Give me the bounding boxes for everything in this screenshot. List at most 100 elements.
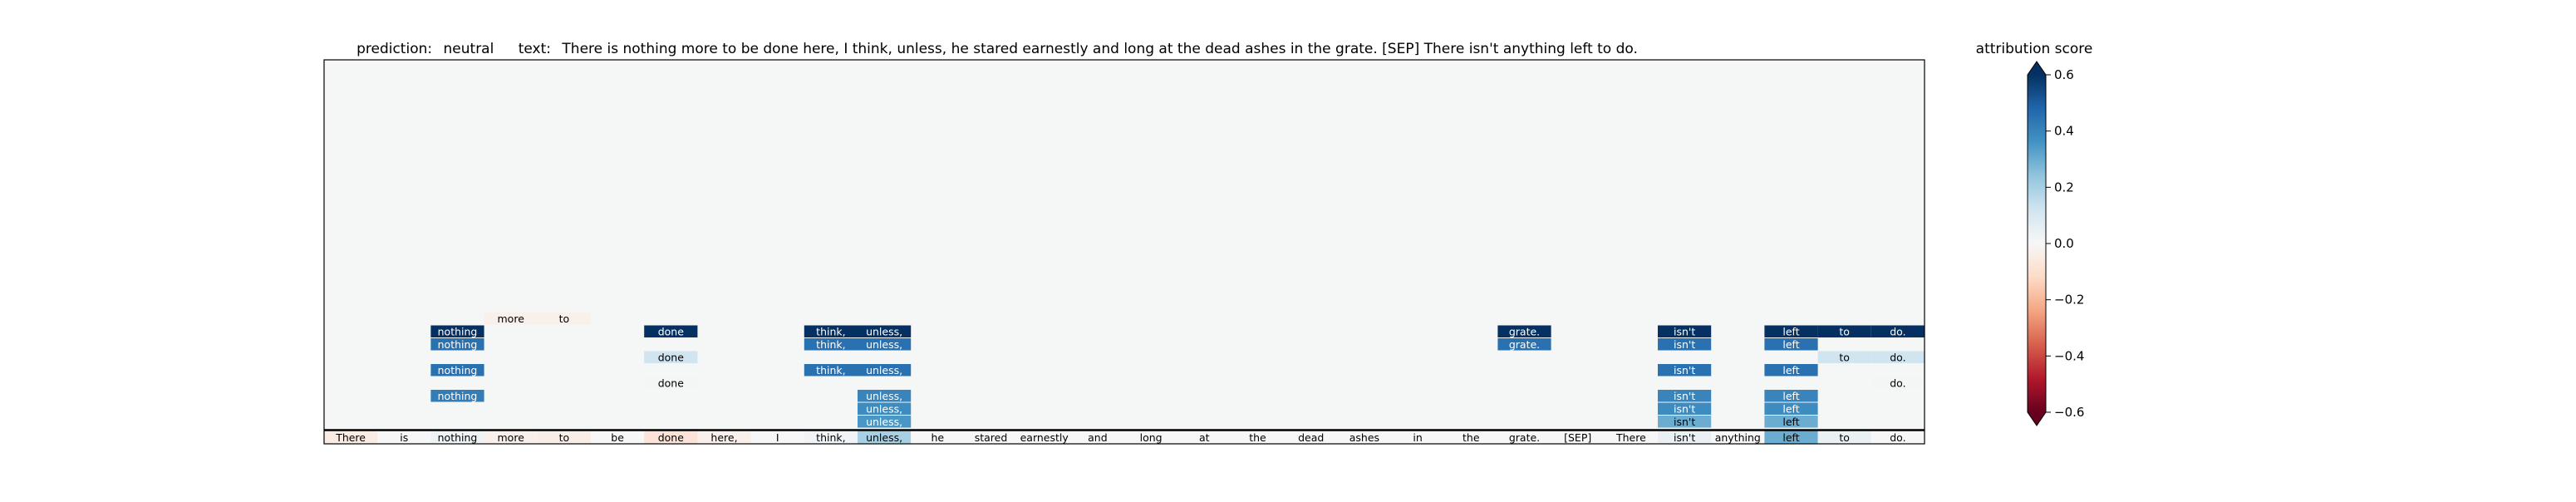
base-token-cell — [1658, 431, 1712, 444]
base-token-cell — [644, 431, 698, 444]
base-token-cell — [1711, 431, 1765, 444]
colorbar-tick-label: 0.2 — [2054, 180, 2074, 194]
colorbar-tick-label: 0.6 — [2054, 67, 2074, 82]
layer-token-cell — [1871, 351, 1925, 363]
layer-token-label: done — [658, 376, 685, 389]
base-token-label: to — [1839, 431, 1850, 444]
base-token-cell — [697, 431, 751, 444]
colorbar-gradient — [2028, 75, 2046, 412]
layer-token-cell — [430, 338, 484, 351]
base-token-label: do. — [1890, 431, 1905, 444]
colorbar-tick-label: −0.4 — [2054, 348, 2084, 363]
layer-token-label: grate. — [1509, 325, 1540, 337]
layer-token-cell — [430, 325, 484, 337]
layer-token-label: left — [1782, 416, 1799, 428]
base-token-cell — [1551, 431, 1605, 444]
layer-token-cell — [644, 325, 698, 337]
base-token-cell — [324, 431, 378, 444]
layer-token-label: to — [559, 313, 570, 325]
base-token-cell — [1124, 431, 1178, 444]
layer-token-cell — [858, 325, 912, 337]
layer-token-cell — [1764, 390, 1818, 402]
base-token-cell — [911, 431, 965, 444]
layer-token-cell — [484, 313, 538, 325]
base-token-label: more — [498, 431, 525, 444]
layer-token-cell — [1871, 376, 1925, 389]
layer-token-cell — [644, 376, 698, 389]
base-token-label: here, — [710, 431, 737, 444]
text-value: There is nothing more to be done here, I… — [561, 41, 1637, 57]
base-token-label: long — [1140, 431, 1163, 444]
prediction-label: prediction: — [356, 41, 432, 57]
layer-token-cell — [1817, 325, 1871, 337]
layer-token-cell — [1658, 364, 1712, 376]
base-token-label: stared — [975, 431, 1008, 444]
layer-token-cell — [1764, 416, 1818, 428]
layer-token-label: nothing — [438, 338, 478, 351]
base-token-label: dead — [1298, 431, 1324, 444]
base-token-cell — [804, 431, 858, 444]
layer-token-label: do. — [1890, 376, 1905, 389]
layer-token-cell — [804, 364, 858, 376]
base-token-cell — [1817, 431, 1871, 444]
base-token-label: is — [400, 431, 408, 444]
base-token-label: [SEP] — [1564, 431, 1591, 444]
base-token-cell — [377, 431, 431, 444]
layer-token-cell — [858, 390, 912, 402]
layer-token-cell — [858, 364, 912, 376]
plot-area — [324, 60, 1925, 444]
layer-token-label: isn't — [1674, 325, 1695, 337]
layer-token-label: do. — [1890, 351, 1905, 363]
layer-token-label: left — [1782, 390, 1799, 402]
layer-token-cell — [1658, 390, 1712, 402]
layer-token-label: to — [1839, 351, 1850, 363]
base-token-label: be — [611, 431, 624, 444]
base-token-cell — [1871, 431, 1925, 444]
layer-token-label: more — [498, 313, 525, 325]
base-token-cell — [1070, 431, 1124, 444]
layer-token-label: unless, — [866, 402, 902, 415]
base-token-label: There — [335, 431, 366, 444]
layer-token-label: left — [1782, 325, 1799, 337]
base-token-cell — [1604, 431, 1658, 444]
text-label: text: — [519, 41, 551, 57]
layer-token-cell — [1658, 325, 1712, 337]
layer-token-label: isn't — [1674, 338, 1695, 351]
base-token-label: in — [1413, 431, 1422, 444]
layer-token-cell — [1497, 325, 1551, 337]
layer-token-label: unless, — [866, 338, 902, 351]
base-token-cell — [1497, 431, 1551, 444]
base-token-label: think, — [816, 431, 845, 444]
prediction-value: neutral — [444, 41, 494, 57]
layer-token-label: do. — [1890, 325, 1905, 337]
layer-token-label: isn't — [1674, 390, 1695, 402]
colorbar-label: attribution score — [1976, 41, 2093, 57]
base-token-label: done — [658, 431, 685, 444]
layer-token-label: isn't — [1674, 402, 1695, 415]
layer-token-cell — [430, 364, 484, 376]
layer-token-cell — [858, 402, 912, 415]
layer-token-cell — [1817, 351, 1871, 363]
base-token-label: There — [1615, 431, 1646, 444]
chart-title: prediction: neutral text: There is nothi… — [356, 41, 1638, 57]
colorbar-min-extend — [2028, 412, 2046, 426]
layer-token-label: done — [658, 325, 685, 337]
layer-token-label: think, — [816, 325, 845, 337]
base-token-cell — [537, 431, 591, 444]
plot-frame — [323, 59, 1925, 445]
base-token-label: unless, — [866, 431, 902, 444]
layer-token-label: unless, — [866, 390, 902, 402]
base-token-label: he — [931, 431, 944, 444]
layer-token-label: nothing — [438, 364, 478, 376]
layer-token-label: nothing — [438, 390, 478, 402]
base-token-label: earnestly — [1020, 431, 1069, 444]
layer-token-cell — [1764, 364, 1818, 376]
base-token-cell — [1444, 431, 1498, 444]
base-token-label: at — [1199, 431, 1210, 444]
base-token-label: ashes — [1349, 431, 1379, 444]
base-token-label: and — [1088, 431, 1108, 444]
base-token-cell — [1231, 431, 1285, 444]
layer-token-cell — [1497, 338, 1551, 351]
